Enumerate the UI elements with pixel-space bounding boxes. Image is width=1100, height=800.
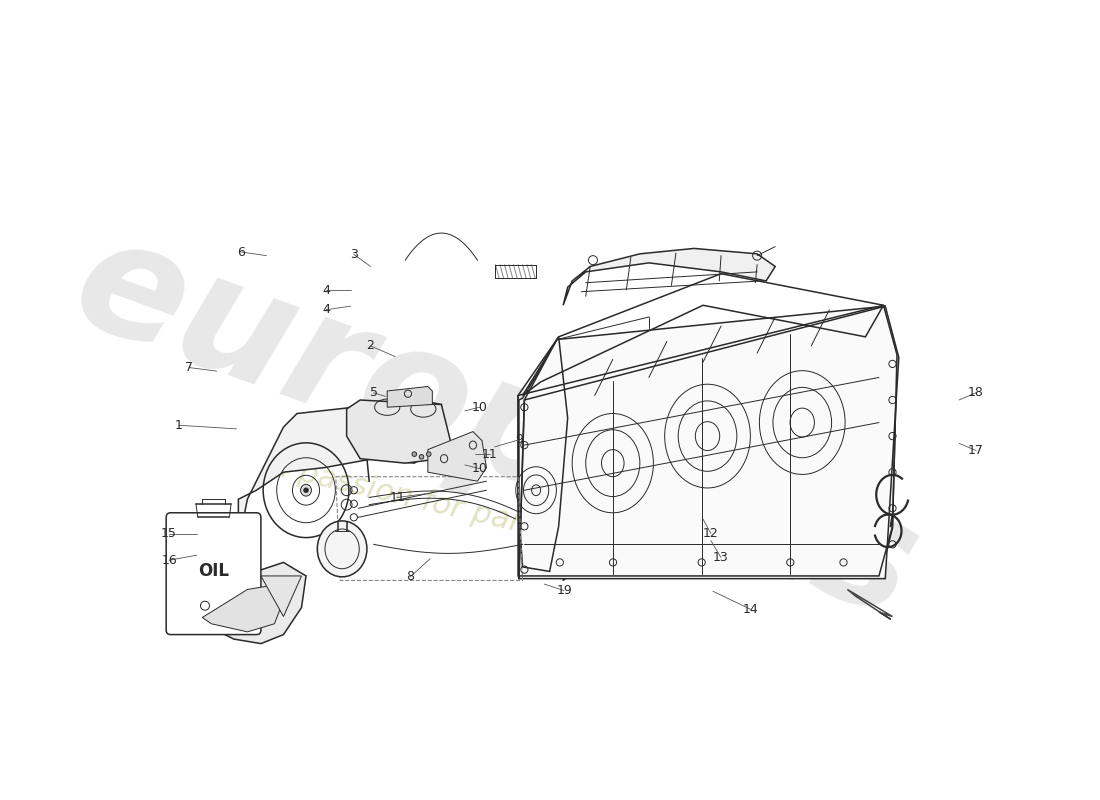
Text: 7: 7 (185, 361, 192, 374)
Text: 19: 19 (557, 584, 572, 597)
Text: 15: 15 (161, 527, 177, 540)
Text: 10: 10 (472, 462, 487, 475)
Text: 18: 18 (968, 386, 983, 399)
Text: 12: 12 (703, 527, 718, 540)
Text: 9: 9 (516, 433, 524, 446)
Text: 2: 2 (366, 339, 374, 352)
Text: 13: 13 (713, 551, 729, 564)
Ellipse shape (419, 454, 424, 459)
Ellipse shape (412, 452, 417, 456)
Text: 5: 5 (370, 386, 377, 399)
Text: 8: 8 (406, 570, 415, 583)
Polygon shape (346, 400, 450, 463)
Polygon shape (428, 431, 486, 482)
Text: 11: 11 (482, 448, 497, 461)
Text: 14: 14 (742, 603, 759, 616)
Text: 11: 11 (389, 491, 405, 504)
Ellipse shape (304, 488, 308, 493)
Text: 3: 3 (350, 248, 358, 261)
Ellipse shape (317, 521, 367, 577)
Polygon shape (519, 306, 899, 578)
Text: 16: 16 (162, 554, 177, 566)
Polygon shape (387, 386, 432, 407)
FancyBboxPatch shape (166, 513, 261, 634)
Text: 17: 17 (968, 444, 983, 457)
Text: OIL: OIL (198, 562, 230, 581)
Polygon shape (189, 562, 306, 644)
Text: 6: 6 (238, 246, 245, 258)
Polygon shape (563, 249, 776, 306)
Text: 10: 10 (472, 401, 487, 414)
Ellipse shape (427, 452, 431, 456)
Text: 4: 4 (322, 284, 330, 297)
Text: 4: 4 (322, 303, 330, 316)
Text: 1: 1 (175, 418, 183, 432)
Polygon shape (239, 400, 441, 544)
Text: a passion for parts since 1985: a passion for parts since 1985 (267, 451, 724, 583)
Polygon shape (519, 307, 896, 581)
Polygon shape (202, 585, 284, 632)
Polygon shape (261, 576, 301, 617)
Ellipse shape (300, 484, 311, 496)
Text: europarts: europarts (54, 203, 937, 651)
